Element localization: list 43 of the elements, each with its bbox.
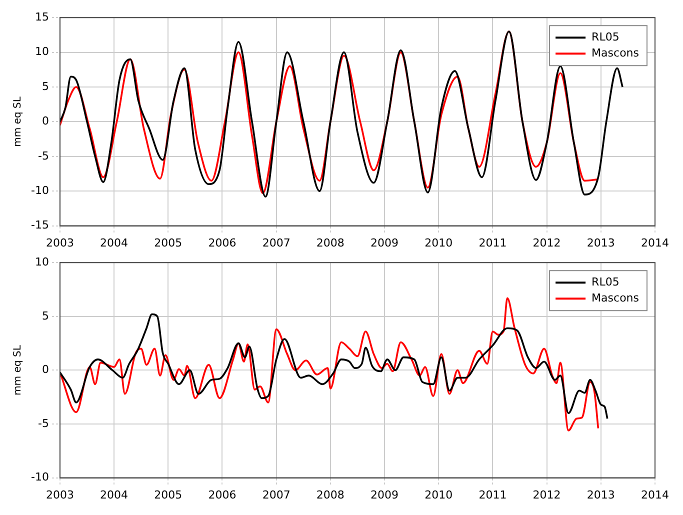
x-tick-label: 2008	[316, 488, 344, 502]
y-tick-label: -5	[38, 149, 49, 162]
legend-label: Mascons	[592, 291, 640, 304]
x-tick-label: 2007	[262, 236, 290, 250]
legend-label: Mascons	[592, 46, 640, 60]
y-tick-label: 0	[42, 363, 49, 376]
legend-label: RL05	[592, 30, 620, 44]
x-tick-label: 2010	[424, 236, 453, 250]
x-tick-label: 2008	[316, 236, 344, 250]
x-tick-label: 2014	[641, 236, 669, 250]
x-tick-label: 2013	[586, 488, 615, 502]
x-tick-label: 2004	[100, 236, 128, 250]
y-tick-label: -5	[38, 416, 49, 430]
x-tick-label: 2007	[262, 488, 290, 502]
x-tick-label: 2006	[208, 488, 236, 502]
x-tick-label: 2010	[424, 488, 453, 502]
x-tick-label: 2012	[532, 236, 561, 250]
y-tick-label: 0	[42, 114, 49, 128]
y-tick-label: 10	[34, 255, 49, 268]
x-tick-label: 2012	[532, 488, 561, 502]
y-axis-title: mm eq SL	[12, 344, 24, 396]
y-axis-title: mm eq SL	[12, 96, 24, 147]
x-tick-label: 2004	[100, 488, 128, 502]
y-tick-label: 5	[42, 309, 49, 322]
y-tick-label: -10	[31, 184, 49, 197]
x-tick-label: 2009	[370, 236, 399, 250]
x-tick-label: 2003	[46, 236, 74, 250]
x-tick-label: 2013	[586, 236, 615, 250]
x-tick-label: 2006	[208, 236, 236, 250]
x-tick-label: 2005	[154, 488, 182, 502]
x-tick-label: 2005	[154, 236, 182, 250]
x-tick-label: 2014	[641, 488, 669, 502]
x-tick-label: 2011	[478, 488, 507, 502]
y-tick-label: 10	[34, 45, 49, 58]
x-tick-label: 2003	[46, 488, 74, 502]
x-tick-label: 2011	[478, 236, 507, 250]
y-tick-label: 5	[42, 80, 49, 93]
x-tick-label: 2009	[370, 488, 399, 502]
line-series	[60, 313, 608, 420]
y-tick-label: -15	[31, 218, 49, 232]
legend-label: RL05	[592, 275, 620, 288]
y-tick-label: -10	[31, 470, 49, 484]
y-tick-label: 15	[34, 10, 49, 24]
